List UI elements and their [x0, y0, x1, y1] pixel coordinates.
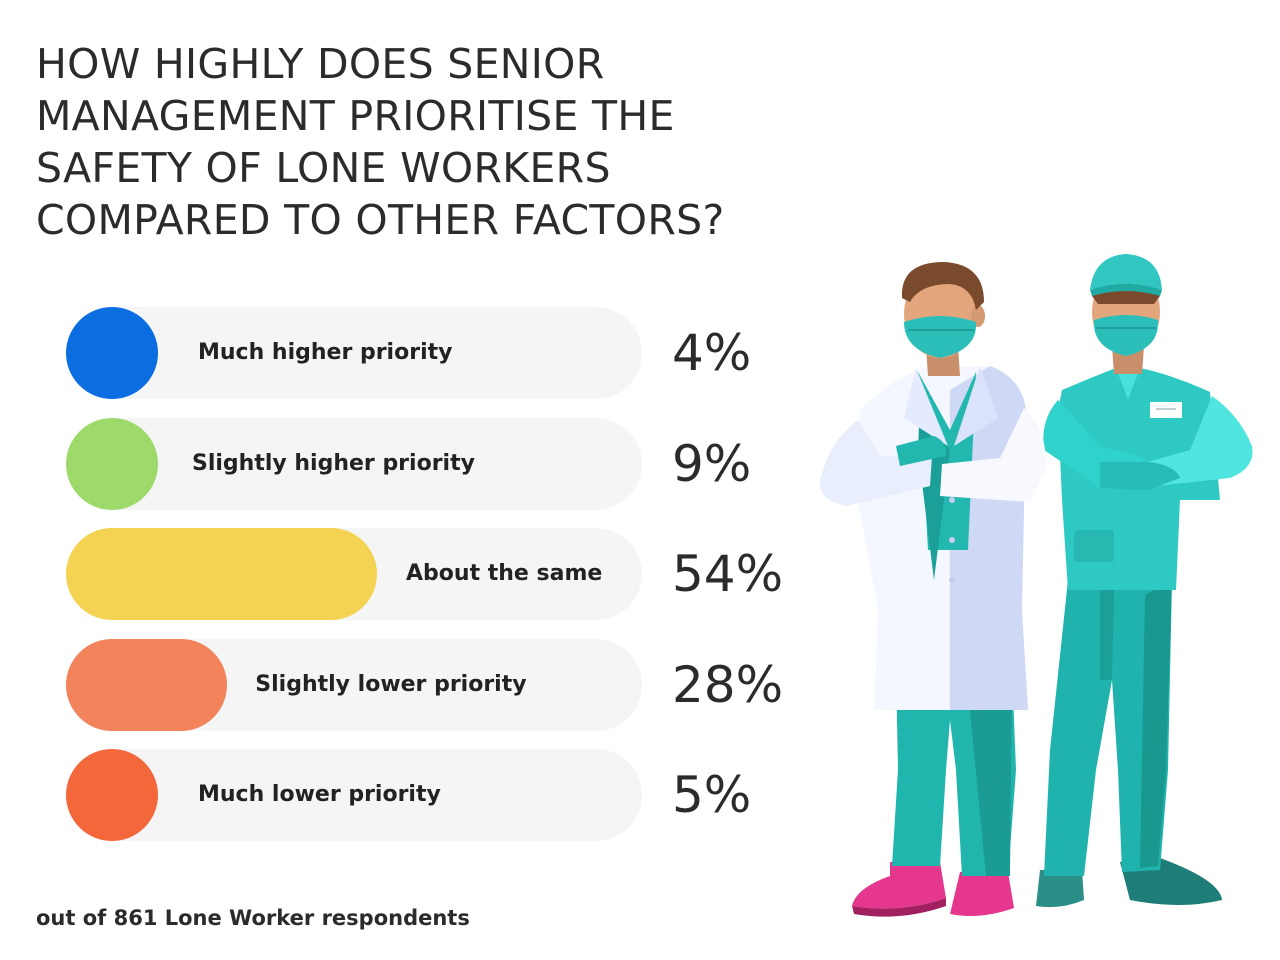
bar-value-label: 54%: [672, 545, 784, 603]
bar-fill: [66, 307, 158, 399]
bar-track: [66, 418, 642, 510]
bar-value-label: 5%: [672, 766, 752, 824]
bar-category-label: Slightly higher priority: [192, 451, 475, 476]
bar-category-label: Much lower priority: [198, 782, 441, 807]
title-line: MANAGEMENT PRIORITISE THE: [36, 92, 675, 140]
doctor-figure: [819, 262, 1047, 917]
bar-fill: [66, 418, 158, 510]
title-line: COMPARED TO OTHER FACTORS?: [36, 196, 725, 244]
bar-value-label: 28%: [672, 656, 784, 714]
surgeon-figure: [1036, 254, 1253, 908]
bar-category-label: About the same: [406, 561, 603, 586]
bar-value-label: 9%: [672, 435, 752, 493]
bar-category-label: Slightly lower priority: [255, 672, 527, 697]
bar-fill: [66, 639, 228, 731]
bar-fill: [66, 528, 378, 620]
bar-value-label: 4%: [672, 324, 752, 382]
title-line: SAFETY OF LONE WORKERS: [36, 144, 611, 192]
bar-category-label: Much higher priority: [198, 340, 453, 365]
bar-track: [66, 307, 642, 399]
bar-track: [66, 749, 642, 841]
respondents-footnote: out of 861 Lone Worker respondents: [36, 906, 470, 930]
chart-title: HOW HIGHLY DOES SENIOR MANAGEMENT PRIORI…: [36, 38, 796, 246]
medical-workers-illustration: [819, 254, 1253, 917]
priority-bar-chart: Much higher priority 4% Slightly higher pr…: [66, 307, 784, 841]
title-line: HOW HIGHLY DOES SENIOR: [36, 40, 605, 88]
bar-fill: [66, 749, 158, 841]
